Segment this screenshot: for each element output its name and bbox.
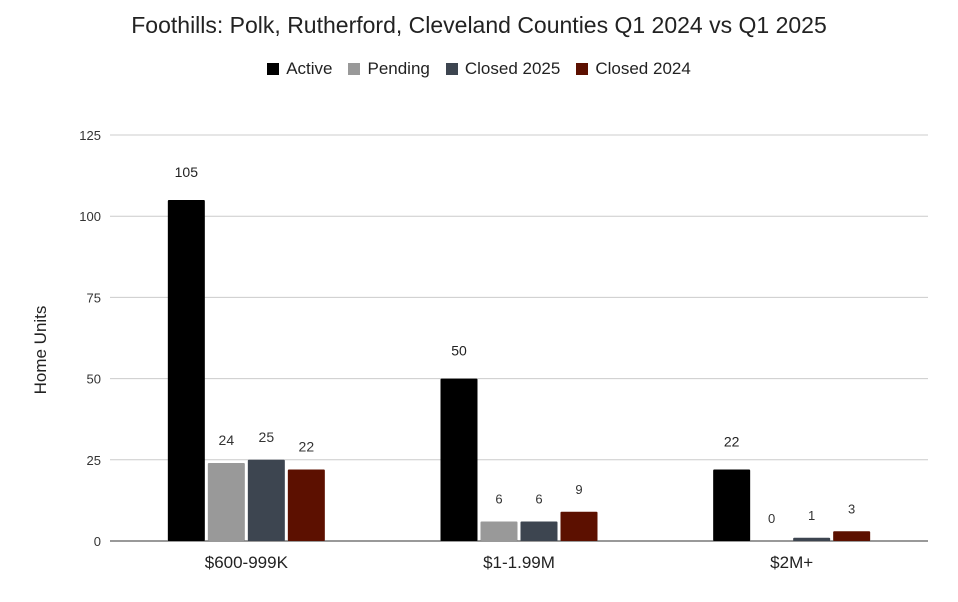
bar-closed-2025 <box>793 537 831 541</box>
legend-label-closed-2024: Closed 2024 <box>595 59 691 78</box>
data-label: 24 <box>219 432 235 448</box>
data-label: 105 <box>175 164 199 180</box>
legend-swatch-pending <box>348 63 361 75</box>
y-tick-label: 0 <box>94 534 101 549</box>
bar-active <box>713 469 751 541</box>
x-tick-label: $2M+ <box>770 553 813 572</box>
x-tick-label: $1-1.99M <box>483 553 555 572</box>
legend-item-closed-2024: Closed 2024 <box>576 59 691 79</box>
bar-closed-2024 <box>287 469 325 541</box>
bar-pending <box>207 463 245 541</box>
bar-active <box>167 199 205 541</box>
legend-label-active: Active <box>286 59 333 78</box>
data-label: 22 <box>724 434 740 450</box>
bar-closed-2025 <box>520 521 558 541</box>
bar-active <box>440 378 478 541</box>
y-tick-label: 75 <box>87 290 101 305</box>
legend-item-pending: Pending <box>348 59 430 79</box>
data-label: 9 <box>575 482 582 497</box>
data-label: 6 <box>495 492 502 507</box>
legend-swatch-closed-2024 <box>576 63 589 75</box>
data-label: 3 <box>848 501 855 516</box>
legend-swatch-closed-2025 <box>445 63 458 75</box>
y-tick-label: 50 <box>87 372 101 387</box>
legend-item-closed-2025: Closed 2025 <box>445 59 561 79</box>
y-tick-label: 100 <box>79 209 101 224</box>
y-tick-label: 125 <box>79 128 101 143</box>
x-tick-label: $600-999K <box>205 553 289 572</box>
chart-legend: Active Pending Closed 2025 Closed 2024 <box>0 59 958 79</box>
bar-closed-2025 <box>247 459 285 541</box>
data-label: 50 <box>451 343 467 359</box>
data-label: 0 <box>768 511 775 526</box>
y-tick-label: 25 <box>87 453 101 468</box>
data-label: 1 <box>808 508 815 523</box>
bar-closed-2024 <box>560 511 598 541</box>
data-label: 22 <box>299 439 315 455</box>
bar-pending <box>480 521 518 541</box>
legend-label-closed-2025: Closed 2025 <box>464 59 561 78</box>
legend-item-active: Active <box>267 59 332 79</box>
legend-swatch-active <box>267 63 280 75</box>
legend-label-pending: Pending <box>367 59 430 78</box>
bar-closed-2024 <box>833 531 871 541</box>
data-label: 25 <box>259 429 275 445</box>
data-label: 6 <box>535 492 542 507</box>
chart-title: Foothills: Polk, Rutherford, Cleveland C… <box>131 12 827 38</box>
